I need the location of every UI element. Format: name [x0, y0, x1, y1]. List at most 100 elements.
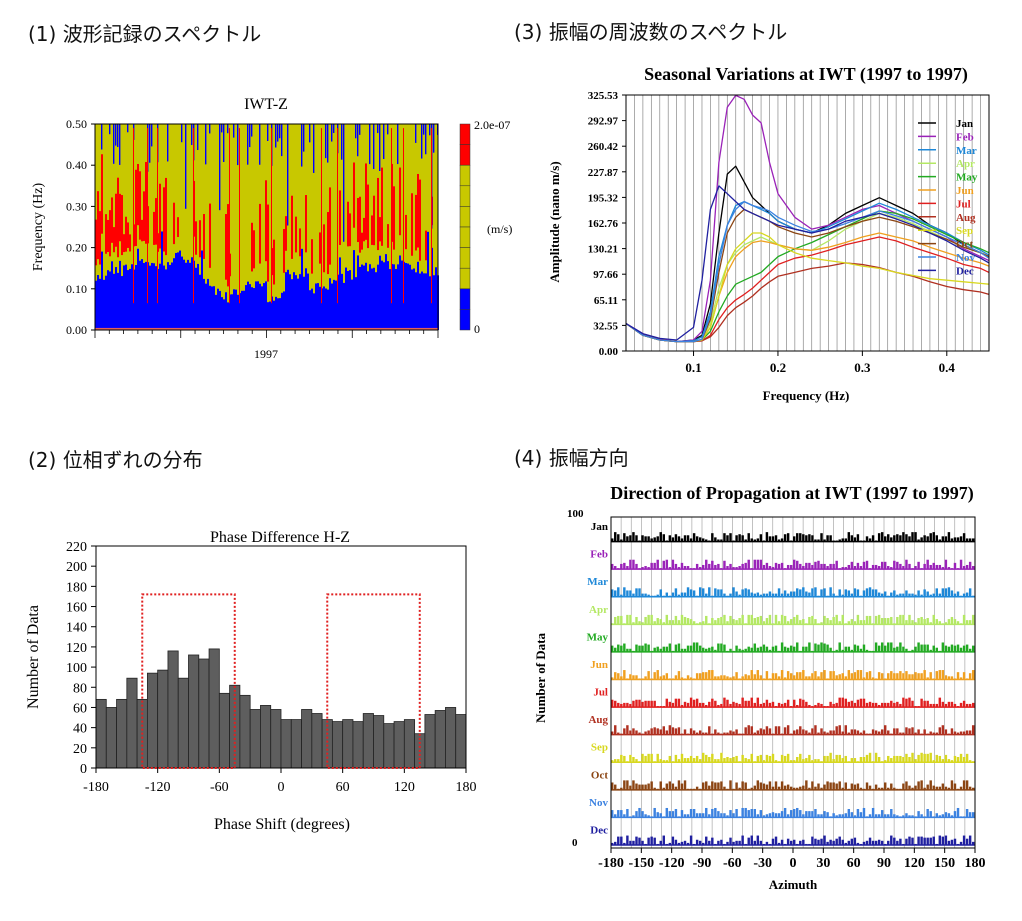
direction-bar [762, 729, 766, 735]
direction-bar [868, 837, 872, 845]
direction-bar [620, 563, 623, 570]
direction-bar [926, 733, 929, 735]
direction-bar [711, 837, 714, 845]
direction-bar [817, 732, 820, 735]
direction-bar [802, 670, 805, 680]
direction-bar [862, 698, 866, 708]
spectrogram-high-patch [419, 179, 421, 261]
direction-bar [617, 587, 620, 597]
direction-bar [705, 672, 708, 680]
direction-bar [890, 758, 893, 763]
direction-bar [692, 788, 696, 790]
phase-bar [95, 698, 107, 769]
direction-bar [695, 623, 699, 625]
spectrogram-high-patch [273, 239, 275, 285]
spectrogram-low-band [209, 285, 211, 330]
direction-bar [777, 588, 781, 597]
direction-x-tick-label: -120 [659, 856, 685, 871]
direction-bar [641, 753, 644, 763]
spectrogram-streak [433, 124, 435, 153]
direction-bar [820, 622, 823, 625]
direction-bar [862, 788, 866, 790]
direction-bar [923, 700, 926, 708]
direction-bar [841, 731, 844, 735]
spectrogram-high-patch [163, 187, 165, 252]
direction-bar [738, 594, 741, 597]
direction-bar [683, 701, 687, 708]
spectrogram-streak [117, 124, 119, 148]
direction-bar [777, 726, 781, 735]
direction-bar [735, 729, 738, 735]
direction-bar [926, 677, 929, 680]
phase-y-tick-label: 100 [66, 661, 87, 676]
direction-bar [850, 619, 854, 625]
direction-bar [641, 567, 644, 570]
direction-bar [786, 564, 790, 570]
spectrogram-low-band [285, 272, 287, 330]
direction-bar [789, 786, 793, 790]
direction-bar [793, 536, 796, 542]
amplitude-x-tick-label: 0.3 [854, 360, 871, 375]
direction-bar [941, 836, 945, 845]
direction-bar [771, 786, 775, 790]
direction-bar [853, 588, 857, 597]
direction-bar [908, 757, 911, 763]
direction-bar [935, 813, 938, 818]
direction-bar [635, 616, 638, 625]
direction-bar [799, 672, 802, 680]
direction-bar [756, 697, 760, 708]
direction-bar [841, 673, 844, 680]
direction-bar [708, 647, 711, 652]
direction-bar [796, 757, 799, 763]
direction-bar [777, 761, 781, 763]
direction-bar [674, 754, 678, 763]
direction-bar [829, 671, 832, 680]
direction-bar [695, 839, 699, 845]
spectrogram-low-band [435, 267, 437, 330]
direction-bar [914, 706, 917, 708]
direction-bar [835, 754, 838, 763]
direction-bar [723, 843, 726, 845]
direction-bar [914, 566, 917, 570]
direction-bar [638, 588, 641, 597]
direction-bar [683, 678, 687, 680]
direction-bar [947, 840, 951, 845]
direction-bar [674, 563, 678, 570]
direction-bar [890, 537, 893, 542]
spectrogram-low-band [381, 260, 383, 330]
spectrogram-low-band [109, 271, 111, 330]
spectrogram-title: IWT-Z [244, 96, 288, 113]
direction-bar [865, 588, 869, 597]
direction-bar [962, 645, 966, 652]
phase-y-tick-label: 40 [73, 722, 87, 737]
direction-bar [959, 559, 963, 570]
direction-bar [680, 783, 684, 790]
direction-bar [632, 757, 635, 763]
direction-bar [774, 593, 778, 597]
spectrogram-high-patch [311, 239, 313, 274]
direction-bar [665, 559, 669, 570]
spectrogram-streak [233, 124, 235, 138]
spectrogram-low-band [331, 283, 333, 330]
direction-bar [789, 760, 793, 763]
direction-bar [968, 620, 972, 625]
direction-bar [771, 623, 775, 625]
direction-bar [844, 813, 847, 818]
direction-bar [777, 621, 781, 625]
phase-bar [198, 658, 210, 769]
spectrogram-low-band [217, 288, 219, 330]
direction-bar [826, 535, 829, 542]
direction-bar [953, 783, 957, 790]
direction-bar [641, 840, 644, 845]
direction-bar [890, 642, 893, 652]
direction-bar [695, 786, 699, 790]
direction-bar [947, 532, 951, 542]
direction-bar [674, 698, 678, 708]
direction-bar [717, 811, 720, 818]
direction-bar [689, 835, 693, 845]
direction-bar [896, 673, 899, 680]
direction-bar [702, 538, 705, 542]
spectrogram-streak [251, 124, 253, 137]
direction-bar [783, 646, 787, 652]
spectrogram-streak [113, 124, 115, 164]
